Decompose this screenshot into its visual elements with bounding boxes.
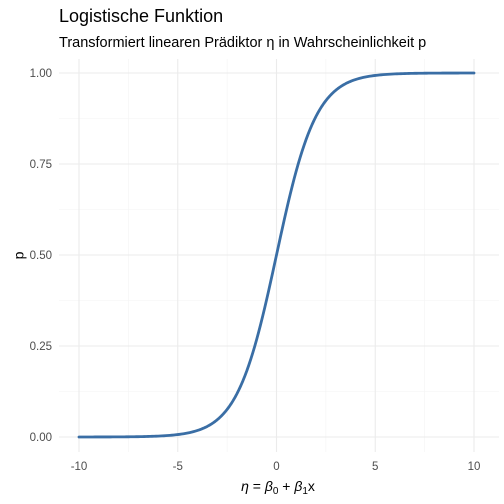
y-tick-label: 1.00 [30,68,52,80]
x-axis-title: η = β0 + β1x [241,478,315,497]
tick-labels: -10 -5 0 5 10 0.00 0.25 0.50 0.75 1.00 [30,68,481,473]
x-tick-label: 0 [273,461,279,473]
y-tick-label: 0.75 [30,159,52,171]
x-title-x: x [308,478,315,494]
grid [59,59,499,452]
x-title-beta0: β [264,478,273,494]
x-tick-label: -5 [173,461,183,473]
chart-subtitle: Transformiert linearen Prädiktor η in Wa… [59,35,426,51]
logistic-curve [77,71,476,439]
x-tick-label: 5 [372,461,378,473]
x-tick-label: -10 [71,461,88,473]
x-title-plus: + [278,478,294,494]
y-tick-label: 0.50 [30,250,52,262]
x-title-eq: = [249,478,265,494]
y-tick-label: 0.25 [30,341,52,353]
x-title-sub1: 1 [302,486,308,497]
x-title-sub0: 0 [273,486,279,497]
y-axis-title: p [11,251,27,259]
x-title-eta: η [241,478,249,494]
chart-title: Logistische Funktion [59,6,223,26]
x-title-beta1: β [293,478,302,494]
x-tick-label: 10 [468,461,481,473]
y-tick-label: 0.00 [30,432,52,444]
series-layer [77,71,476,439]
